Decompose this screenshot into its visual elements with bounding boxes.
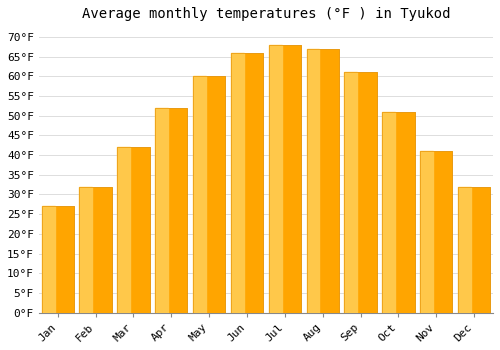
Bar xyxy=(193,76,225,313)
Bar xyxy=(420,151,452,313)
Bar xyxy=(231,53,263,313)
Bar xyxy=(155,108,168,313)
Bar xyxy=(269,45,301,313)
Bar xyxy=(458,187,490,313)
Bar xyxy=(458,187,490,313)
Title: Average monthly temperatures (°F ) in Tyukod: Average monthly temperatures (°F ) in Ty… xyxy=(82,7,450,21)
Bar xyxy=(118,147,150,313)
Bar xyxy=(344,72,376,313)
Bar xyxy=(118,147,130,313)
Bar xyxy=(42,206,74,313)
Bar xyxy=(42,206,54,313)
Bar xyxy=(80,187,92,313)
Bar xyxy=(382,112,414,313)
Bar xyxy=(80,187,112,313)
Bar xyxy=(193,76,206,313)
Bar xyxy=(155,108,188,313)
Bar xyxy=(344,72,376,313)
Bar xyxy=(382,112,395,313)
Bar xyxy=(118,147,150,313)
Bar xyxy=(193,76,225,313)
Bar xyxy=(458,187,471,313)
Bar xyxy=(420,151,433,313)
Bar xyxy=(155,108,188,313)
Bar xyxy=(80,187,112,313)
Bar xyxy=(306,49,320,313)
Bar xyxy=(42,206,74,313)
Bar xyxy=(306,49,339,313)
Bar xyxy=(306,49,339,313)
Bar xyxy=(269,45,281,313)
Bar xyxy=(420,151,452,313)
Bar xyxy=(231,53,244,313)
Bar xyxy=(269,45,301,313)
Bar xyxy=(344,72,358,313)
Bar xyxy=(382,112,414,313)
Bar xyxy=(231,53,263,313)
